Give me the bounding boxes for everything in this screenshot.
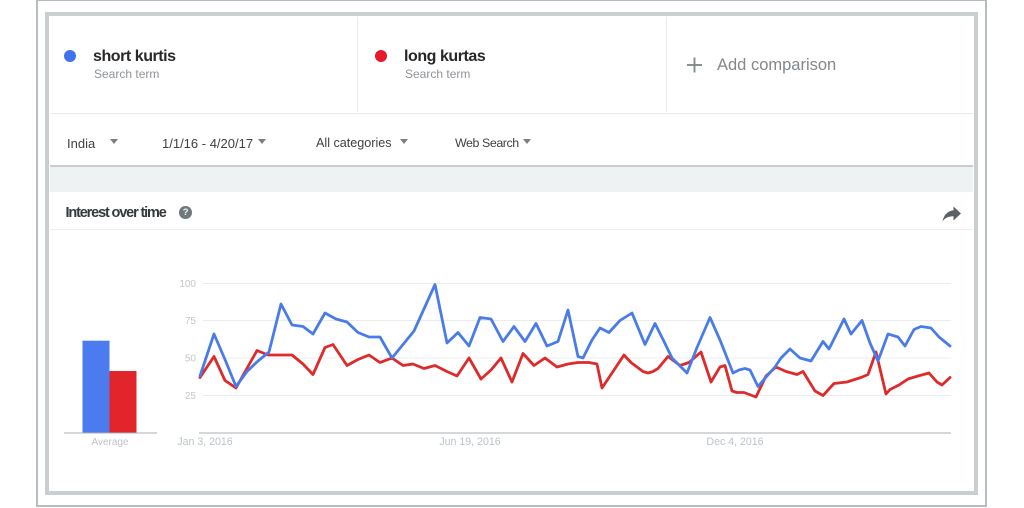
svg-text:Jun 19, 2016: Jun 19, 2016 (439, 436, 500, 448)
svg-text:50: 50 (185, 354, 197, 365)
svg-text:75: 75 (185, 316, 197, 327)
svg-text:Dec 4, 2016: Dec 4, 2016 (706, 436, 763, 448)
svg-text:100: 100 (179, 279, 196, 290)
svg-text:25: 25 (185, 391, 197, 402)
svg-text:Average: Average (91, 437, 129, 448)
svg-text:Jan 3, 2016: Jan 3, 2016 (177, 436, 232, 448)
